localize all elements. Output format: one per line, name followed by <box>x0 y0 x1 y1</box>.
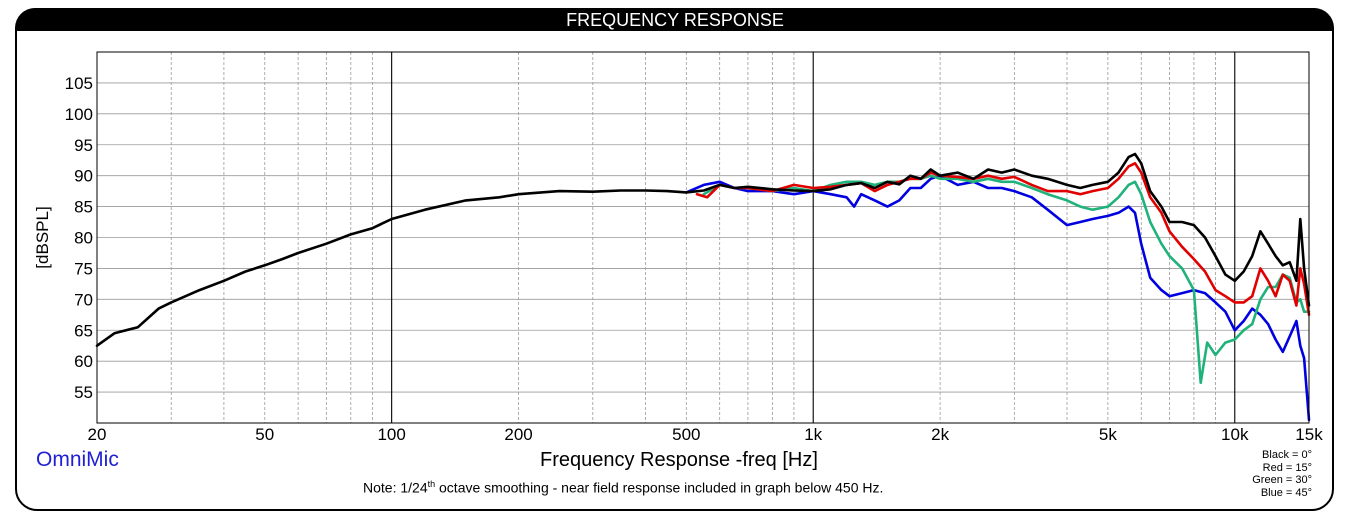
x-tick-label: 5k <box>1099 425 1117 444</box>
series-line-blue <box>684 174 1311 422</box>
x-tick-label: 10k <box>1221 425 1249 444</box>
title-bar <box>15 8 1334 31</box>
note-suffix: octave smoothing - near field response i… <box>435 479 884 496</box>
plot-border <box>96 51 1310 424</box>
chart-frame <box>15 8 1334 511</box>
legend-item-red: Red = 15° <box>1262 461 1312 474</box>
smoothing-note: Note: 1/24th octave smoothing - near fie… <box>363 479 883 496</box>
x-tick-label: 1k <box>804 425 822 444</box>
y-tick-label: 75 <box>74 259 93 278</box>
y-tick-label: 90 <box>74 167 93 186</box>
x-tick-label: 20 <box>88 425 107 444</box>
y-axis-label: [dBSPL] <box>33 206 52 268</box>
y-tick-label: 95 <box>74 136 93 155</box>
brand-label: OmniMic <box>36 448 119 471</box>
x-tick-label: 15k <box>1295 425 1323 444</box>
y-tick-label: 70 <box>74 290 93 309</box>
y-tick-label: 60 <box>74 352 93 371</box>
x-tick-label: 50 <box>255 425 274 444</box>
x-tick-label: 100 <box>377 425 405 444</box>
grid-lines <box>97 52 1309 423</box>
series-lines <box>95 152 1311 422</box>
y-tick-label: 100 <box>65 105 93 124</box>
series-line-black <box>95 152 1311 348</box>
y-tick-label: 55 <box>74 383 93 402</box>
legend-item-blue: Blue = 45° <box>1260 486 1312 499</box>
series-line-green <box>702 174 1311 385</box>
series-line-red <box>695 162 1311 317</box>
note-prefix: Note: 1/24 <box>363 479 428 496</box>
y-tick-label: 65 <box>74 321 93 340</box>
y-tick-label: 85 <box>74 198 93 217</box>
note-superscript: th <box>427 479 436 489</box>
y-tick-label: 105 <box>65 74 93 93</box>
x-tick-label: 500 <box>672 425 700 444</box>
x-tick-label: 2k <box>931 425 949 444</box>
x-tick-label: 200 <box>504 425 532 444</box>
chart-title: FREQUENCY RESPONSE <box>566 10 784 30</box>
legend: Black = 0° Red = 15° Green = 30° Blue = … <box>1252 449 1312 499</box>
tick-labels: 55 60 65 70 75 80 85 90 95 100 105 20 50 100 200 500 1k 2… <box>33 74 1323 444</box>
x-axis-label: Frequency Response -freq [Hz] <box>540 449 818 471</box>
y-tick-label: 80 <box>74 229 93 248</box>
legend-item-green: Green = 30° <box>1252 474 1312 486</box>
legend-item-black: Black = 0° <box>1262 449 1312 461</box>
